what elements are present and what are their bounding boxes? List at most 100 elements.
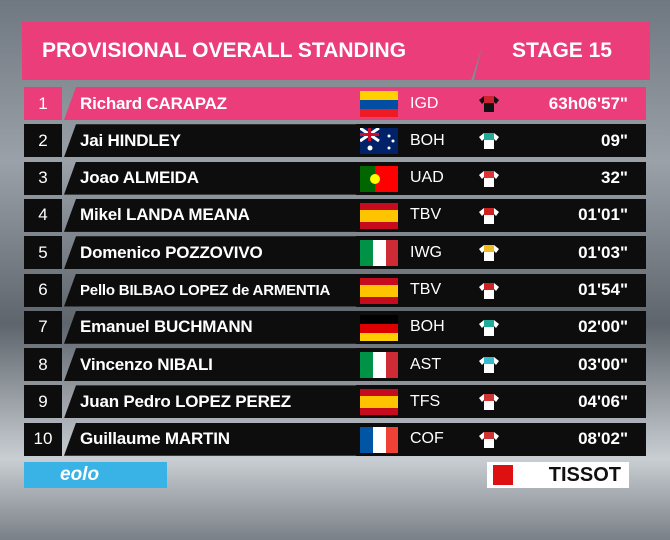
flag — [360, 426, 398, 453]
jersey — [478, 319, 500, 337]
jersey — [478, 393, 500, 411]
time: 02'00" — [578, 317, 628, 337]
flag-icon — [360, 277, 398, 304]
rank: 9 — [24, 385, 62, 419]
time: 09" — [601, 130, 628, 150]
jersey-icon — [479, 282, 499, 299]
tissot-cross — [493, 465, 513, 485]
flag-icon — [360, 165, 398, 192]
jersey — [478, 207, 500, 225]
tissot-logo: TISSOT — [487, 462, 629, 488]
jersey-icon — [479, 170, 499, 187]
stage: STAGE 15 — [512, 39, 612, 62]
rank: 2 — [24, 124, 62, 158]
flag-icon — [360, 314, 398, 341]
rider-name: Domenico POZZOVIVO — [64, 236, 356, 270]
stage-bar: STAGE 15 — [474, 22, 650, 80]
sponsor-left: eolo — [60, 464, 100, 485]
eolo-logo: eolo — [24, 462, 167, 488]
jersey — [478, 431, 500, 449]
jersey-icon — [479, 394, 499, 411]
jersey-icon — [479, 133, 499, 150]
title: PROVISIONAL OVERALL STANDING — [42, 39, 407, 62]
rank: 5 — [24, 236, 62, 270]
jersey-icon — [479, 431, 499, 448]
team: IGD — [410, 94, 439, 112]
row-right — [356, 198, 646, 232]
team: BOH — [410, 131, 445, 149]
flag-icon — [360, 240, 398, 267]
flag — [360, 91, 398, 117]
flag-icon — [360, 426, 398, 453]
rider-name: Richard CARAPAZ — [64, 87, 356, 120]
team: UAD — [410, 169, 444, 187]
rider-name: Emanuel BUCHMANN — [64, 310, 356, 344]
rider-name: Juan Pedro LOPEZ PEREZ — [64, 385, 356, 419]
jersey — [478, 282, 500, 300]
flag — [359, 127, 398, 155]
jersey — [478, 95, 500, 113]
jersey — [478, 132, 500, 150]
rider-name: Pello BILBAO LOPEZ de ARMENTIA — [64, 273, 356, 307]
jersey-icon — [479, 245, 499, 262]
flag — [360, 240, 398, 267]
team: AST — [410, 355, 442, 373]
rank: 10 — [24, 422, 62, 456]
title-bar: PROVISIONAL OVERALL STANDING — [22, 22, 490, 80]
time: 08'02" — [578, 429, 628, 449]
rank: 1 — [24, 87, 62, 120]
team: TBV — [410, 206, 442, 224]
row-right — [356, 124, 646, 158]
time: 04'06" — [578, 391, 628, 411]
time: 01'54" — [578, 280, 628, 299]
row-right — [356, 348, 646, 382]
row-right — [356, 422, 646, 456]
rank: 4 — [24, 198, 62, 232]
flag — [360, 202, 398, 229]
jersey — [478, 170, 500, 188]
flag-icon — [359, 127, 398, 155]
team: COF — [410, 430, 444, 448]
row-right — [356, 273, 646, 307]
rider-name: Mikel LANDA MEANA — [64, 198, 356, 232]
team: IWG — [410, 243, 442, 261]
rank: 6 — [24, 273, 62, 307]
flag — [360, 277, 398, 304]
rider-name: Vincenzo NIBALI — [64, 348, 356, 382]
flag — [360, 165, 398, 192]
team: BOH — [410, 318, 445, 336]
time: 01'01" — [578, 205, 628, 225]
flag-icon — [360, 352, 398, 379]
rider-name: Guillaume MARTIN — [64, 422, 356, 456]
time: 01'03" — [578, 242, 628, 262]
team: TFS — [410, 392, 441, 410]
flag-icon — [360, 389, 398, 416]
jersey-icon — [479, 207, 499, 224]
time: 63h06'57" — [548, 93, 628, 113]
flag — [360, 314, 398, 341]
row-right — [356, 236, 646, 270]
jersey — [478, 356, 500, 374]
jersey-icon — [479, 319, 499, 336]
row-right — [356, 310, 646, 344]
flag-icon — [360, 202, 398, 229]
sponsor-right: TISSOT — [548, 463, 621, 486]
row-right — [356, 385, 646, 419]
rank: 7 — [24, 310, 62, 344]
flag — [360, 352, 398, 379]
jersey-icon — [479, 96, 499, 112]
rider-name: Jai HINDLEY — [64, 124, 356, 158]
flag — [360, 389, 398, 416]
rank: 8 — [24, 348, 62, 382]
rank: 3 — [24, 161, 62, 195]
team: TBV — [410, 281, 442, 298]
rider-name: Joao ALMEIDA — [64, 161, 356, 195]
flag-icon — [360, 91, 398, 117]
jersey — [478, 244, 500, 262]
time: 32" — [601, 168, 628, 188]
row-right — [356, 161, 646, 195]
jersey-icon — [479, 357, 499, 374]
row-right — [356, 87, 646, 120]
time: 03'00" — [578, 354, 628, 374]
